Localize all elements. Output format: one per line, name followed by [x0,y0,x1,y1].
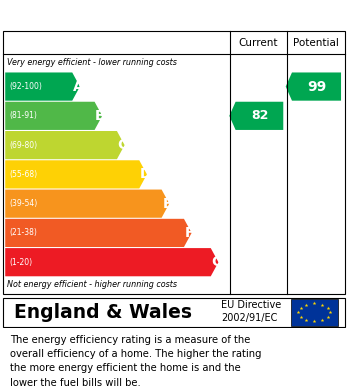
Text: (81-91): (81-91) [9,111,37,120]
Text: (1-20): (1-20) [9,258,32,267]
Polygon shape [5,160,147,188]
Text: 99: 99 [308,79,327,93]
Text: The energy efficiency rating is a measure of the
overall efficiency of a home. T: The energy efficiency rating is a measur… [10,335,262,388]
Text: (92-100): (92-100) [9,82,42,91]
Text: B: B [95,109,106,123]
Text: Energy Efficiency Rating: Energy Efficiency Rating [9,7,211,22]
Text: (39-54): (39-54) [9,199,38,208]
Text: E: E [163,197,172,211]
Polygon shape [5,248,219,276]
Polygon shape [286,72,341,100]
Text: D: D [140,167,151,181]
Polygon shape [229,102,283,130]
Text: Potential: Potential [293,38,339,48]
Polygon shape [5,190,169,218]
Text: (69-80): (69-80) [9,141,38,150]
Text: (21-38): (21-38) [9,228,37,237]
Text: Current: Current [239,38,278,48]
Polygon shape [5,131,125,159]
Polygon shape [5,72,80,100]
Text: EU Directive
2002/91/EC: EU Directive 2002/91/EC [221,300,281,323]
Text: (55-68): (55-68) [9,170,38,179]
Text: Not energy efficient - higher running costs: Not energy efficient - higher running co… [7,280,177,289]
Text: A: A [73,79,84,93]
Text: C: C [118,138,128,152]
Text: 82: 82 [251,109,269,122]
Text: F: F [185,226,195,240]
Bar [291,299,338,326]
Text: G: G [211,255,222,269]
Polygon shape [5,102,102,130]
Polygon shape [5,219,192,247]
Text: England & Wales: England & Wales [14,303,192,322]
Text: Very energy efficient - lower running costs: Very energy efficient - lower running co… [7,58,177,67]
